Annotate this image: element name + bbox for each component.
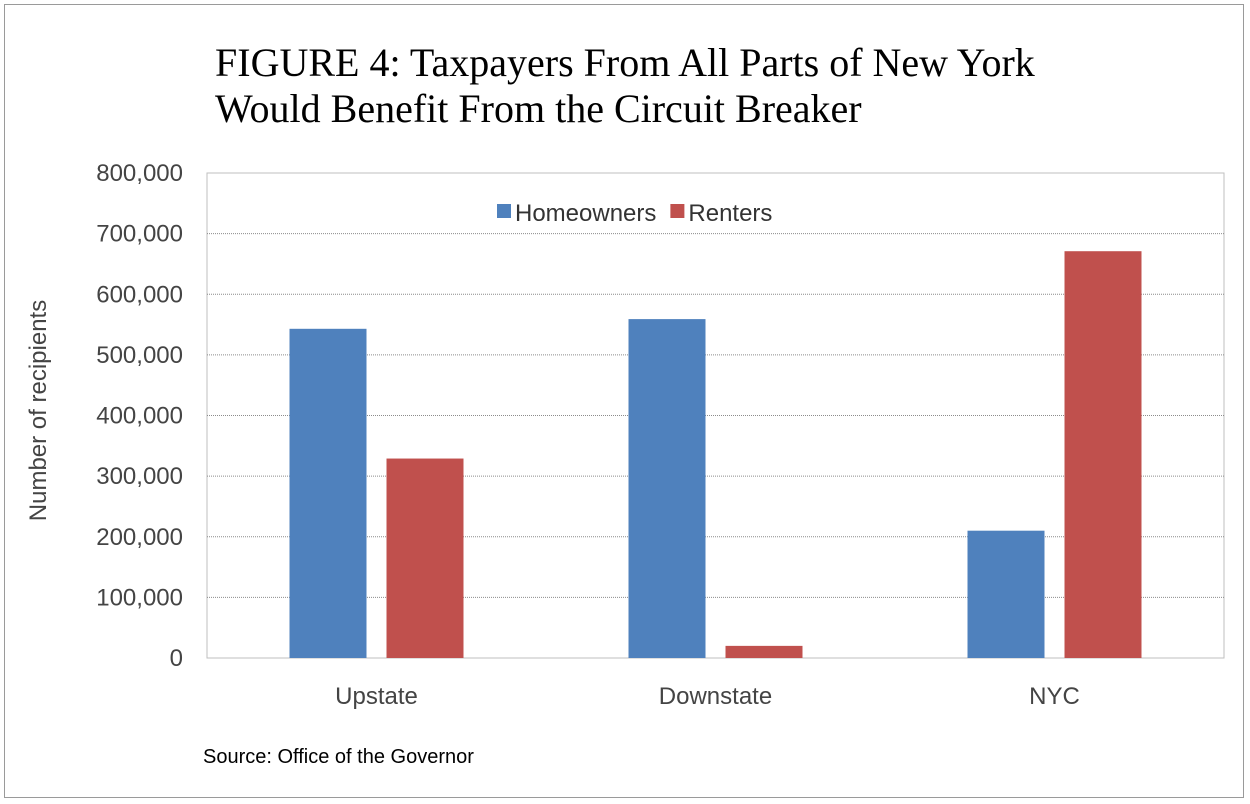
legend-label-renters: Renters (688, 200, 772, 227)
chart-title-line-1: FIGURE 4: Taxpayers From All Parts of Ne… (215, 40, 1035, 85)
bar-renters-nyc (1064, 251, 1142, 659)
y-tick-label: 200,000 (96, 524, 183, 551)
legend-swatch-renters (670, 204, 685, 218)
y-tick-label: 300,000 (96, 463, 183, 490)
bar-homeowners-upstate (289, 328, 367, 658)
y-tick-label: 800,000 (96, 160, 183, 187)
y-tick-label: 400,000 (96, 403, 183, 430)
bar-homeowners-nyc (967, 530, 1045, 658)
bar-renters-upstate (386, 458, 464, 658)
bar-homeowners-downstate (628, 319, 706, 658)
y-tick-label: 500,000 (96, 342, 183, 369)
y-tick-label: 100,000 (96, 584, 183, 611)
y-tick-label: 600,000 (96, 281, 183, 308)
y-axis-title: Number of recipients (25, 300, 52, 521)
y-tick-label: 700,000 (96, 221, 183, 248)
chart-title: FIGURE 4: Taxpayers From All Parts of Ne… (215, 40, 1215, 132)
legend-swatch-homeowners (497, 204, 511, 218)
x-tick-label: Downstate (659, 683, 772, 710)
x-tick-label: NYC (1029, 683, 1080, 710)
chart-frame (4, 4, 1244, 798)
x-tick-label: Upstate (335, 683, 418, 710)
chart-title-line-2: Would Benefit From the Circuit Breaker (215, 86, 862, 131)
source-note: Source: Office of the Governor (203, 746, 474, 768)
y-tick-label: 0 (170, 645, 183, 672)
legend-label-homeowners: Homeowners (515, 200, 656, 227)
bar-renters-downstate (725, 645, 803, 658)
